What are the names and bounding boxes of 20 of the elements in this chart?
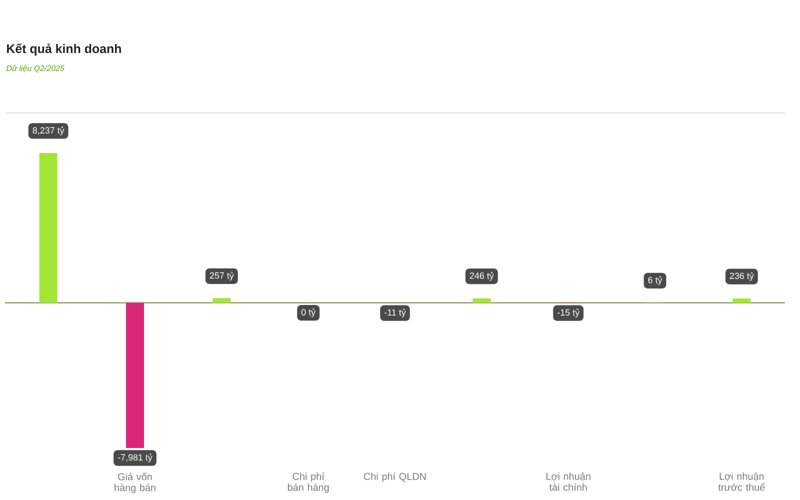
data-label: -15 tỷ	[558, 308, 580, 318]
bar	[126, 302, 144, 448]
data-label: 8,237 tỷ	[32, 126, 64, 136]
x-tick-label: Lợi nhuận tài chính	[546, 472, 590, 491]
x-tick-label: Giá vốn hàng bán	[114, 472, 156, 494]
chart-title: Kết quả kinh doanh	[7, 43, 121, 56]
data-label: 6 tỷ	[648, 276, 662, 286]
data-label: 236 tỷ	[730, 272, 754, 281]
bar	[472, 298, 491, 303]
x-tick-label: Chi phí QLDN	[364, 472, 426, 482]
data-label: 0 tỷ	[301, 308, 316, 318]
x-tick-label: Lợi nhuận trước thuế	[718, 472, 766, 491]
bar	[39, 153, 58, 303]
bar	[732, 298, 751, 303]
data-label: -7,981 tỷ	[118, 454, 152, 462]
data-label: 257 tỷ	[210, 272, 234, 280]
data-label: -11 tỷ	[384, 308, 406, 318]
bar	[212, 298, 231, 303]
data-label: 246 tỷ	[470, 272, 494, 281]
x-tick-label: Chi phí bán hàng	[288, 472, 329, 493]
